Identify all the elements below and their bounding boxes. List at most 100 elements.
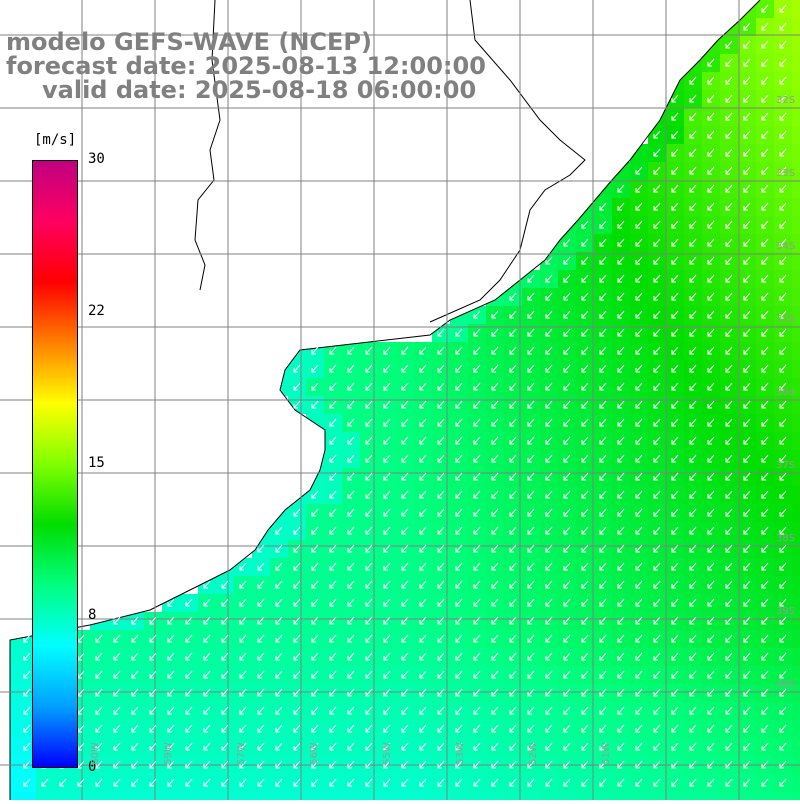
wind-cell xyxy=(792,684,800,702)
latitude-label: 40S xyxy=(776,679,796,690)
wind-arrow xyxy=(383,364,391,373)
wind-arrow xyxy=(203,616,211,625)
colorbar xyxy=(32,160,78,768)
wind-arrow xyxy=(311,742,319,751)
wind-arrow xyxy=(725,580,733,589)
wind-arrow xyxy=(347,436,355,445)
wind-arrow xyxy=(347,652,355,661)
wind-arrow xyxy=(671,382,679,391)
wind-arrow xyxy=(635,184,643,193)
wind-arrow xyxy=(419,634,427,643)
wind-arrow xyxy=(779,562,787,571)
land-area xyxy=(0,0,760,800)
wind-arrow xyxy=(509,652,517,661)
wind-cell xyxy=(792,414,800,432)
wind-arrow xyxy=(743,256,751,265)
wind-arrow xyxy=(581,310,589,319)
wind-arrow xyxy=(221,760,229,769)
wind-arrow xyxy=(563,544,571,553)
wind-arrow xyxy=(365,778,373,787)
wind-arrow xyxy=(23,760,31,769)
wind-arrow xyxy=(365,418,373,427)
wind-arrow xyxy=(743,544,751,553)
wind-arrow xyxy=(311,778,319,787)
forecast-date: forecast date: 2025-08-13 12:00:00 xyxy=(6,52,486,80)
wind-arrow xyxy=(563,310,571,319)
wind-arrow xyxy=(383,670,391,679)
wind-arrow xyxy=(581,778,589,787)
wind-arrow xyxy=(257,724,265,733)
wind-arrow xyxy=(779,454,787,463)
wind-arrow xyxy=(563,256,571,265)
wind-arrow xyxy=(599,688,607,697)
wind-arrow xyxy=(311,544,319,553)
wind-arrow xyxy=(689,652,697,661)
wind-arrow xyxy=(779,472,787,481)
wind-arrow xyxy=(725,616,733,625)
wind-arrow xyxy=(401,598,409,607)
wind-arrow xyxy=(293,382,301,391)
wind-arrow xyxy=(419,652,427,661)
wind-arrow xyxy=(347,688,355,697)
wind-arrow xyxy=(383,526,391,535)
wind-arrow xyxy=(743,778,751,787)
wind-arrow xyxy=(761,166,769,175)
wind-arrow xyxy=(95,688,103,697)
wind-arrow xyxy=(455,778,463,787)
wind-arrow xyxy=(509,418,517,427)
wind-arrow xyxy=(563,778,571,787)
wind-arrow xyxy=(509,598,517,607)
wind-arrow xyxy=(401,526,409,535)
wind-arrow xyxy=(455,742,463,751)
wind-arrow xyxy=(113,670,121,679)
wind-arrow xyxy=(653,418,661,427)
wind-arrow xyxy=(311,634,319,643)
wind-arrow xyxy=(77,706,85,715)
wind-arrow xyxy=(725,706,733,715)
wind-arrow xyxy=(77,670,85,679)
wind-arrow xyxy=(509,400,517,409)
wind-arrow xyxy=(581,508,589,517)
wind-arrow xyxy=(653,274,661,283)
wind-cell xyxy=(792,270,800,288)
wind-cell xyxy=(756,792,774,804)
wind-arrow xyxy=(653,742,661,751)
wind-arrow xyxy=(653,310,661,319)
wind-arrow xyxy=(761,544,769,553)
wind-cell xyxy=(684,792,702,804)
wind-arrow xyxy=(563,382,571,391)
wind-arrow xyxy=(383,688,391,697)
wind-arrow xyxy=(563,634,571,643)
wind-arrow xyxy=(491,508,499,517)
wind-arrow xyxy=(491,670,499,679)
wind-arrow xyxy=(185,706,193,715)
wind-cell xyxy=(792,54,800,72)
wind-arrow xyxy=(743,472,751,481)
wind-arrow xyxy=(743,724,751,733)
wind-arrow xyxy=(149,616,157,625)
wind-arrow xyxy=(581,220,589,229)
wind-arrow xyxy=(311,616,319,625)
wind-arrow xyxy=(509,706,517,715)
wind-arrow xyxy=(401,454,409,463)
wind-arrow xyxy=(203,724,211,733)
wind-arrow xyxy=(527,454,535,463)
wind-arrow xyxy=(185,742,193,751)
wind-arrow xyxy=(95,670,103,679)
wind-arrow xyxy=(329,526,337,535)
wind-arrow xyxy=(599,220,607,229)
wind-arrow xyxy=(653,634,661,643)
wind-arrow xyxy=(509,328,517,337)
wind-cell xyxy=(18,792,36,804)
wind-arrow xyxy=(239,562,247,571)
longitude-label: 60W xyxy=(89,742,101,765)
wind-arrow xyxy=(653,238,661,247)
wind-arrow xyxy=(509,670,517,679)
wind-arrow xyxy=(779,652,787,661)
wind-arrow xyxy=(689,364,697,373)
wind-arrow xyxy=(527,724,535,733)
wind-arrow xyxy=(437,544,445,553)
wind-arrow xyxy=(527,652,535,661)
wind-arrow xyxy=(743,580,751,589)
